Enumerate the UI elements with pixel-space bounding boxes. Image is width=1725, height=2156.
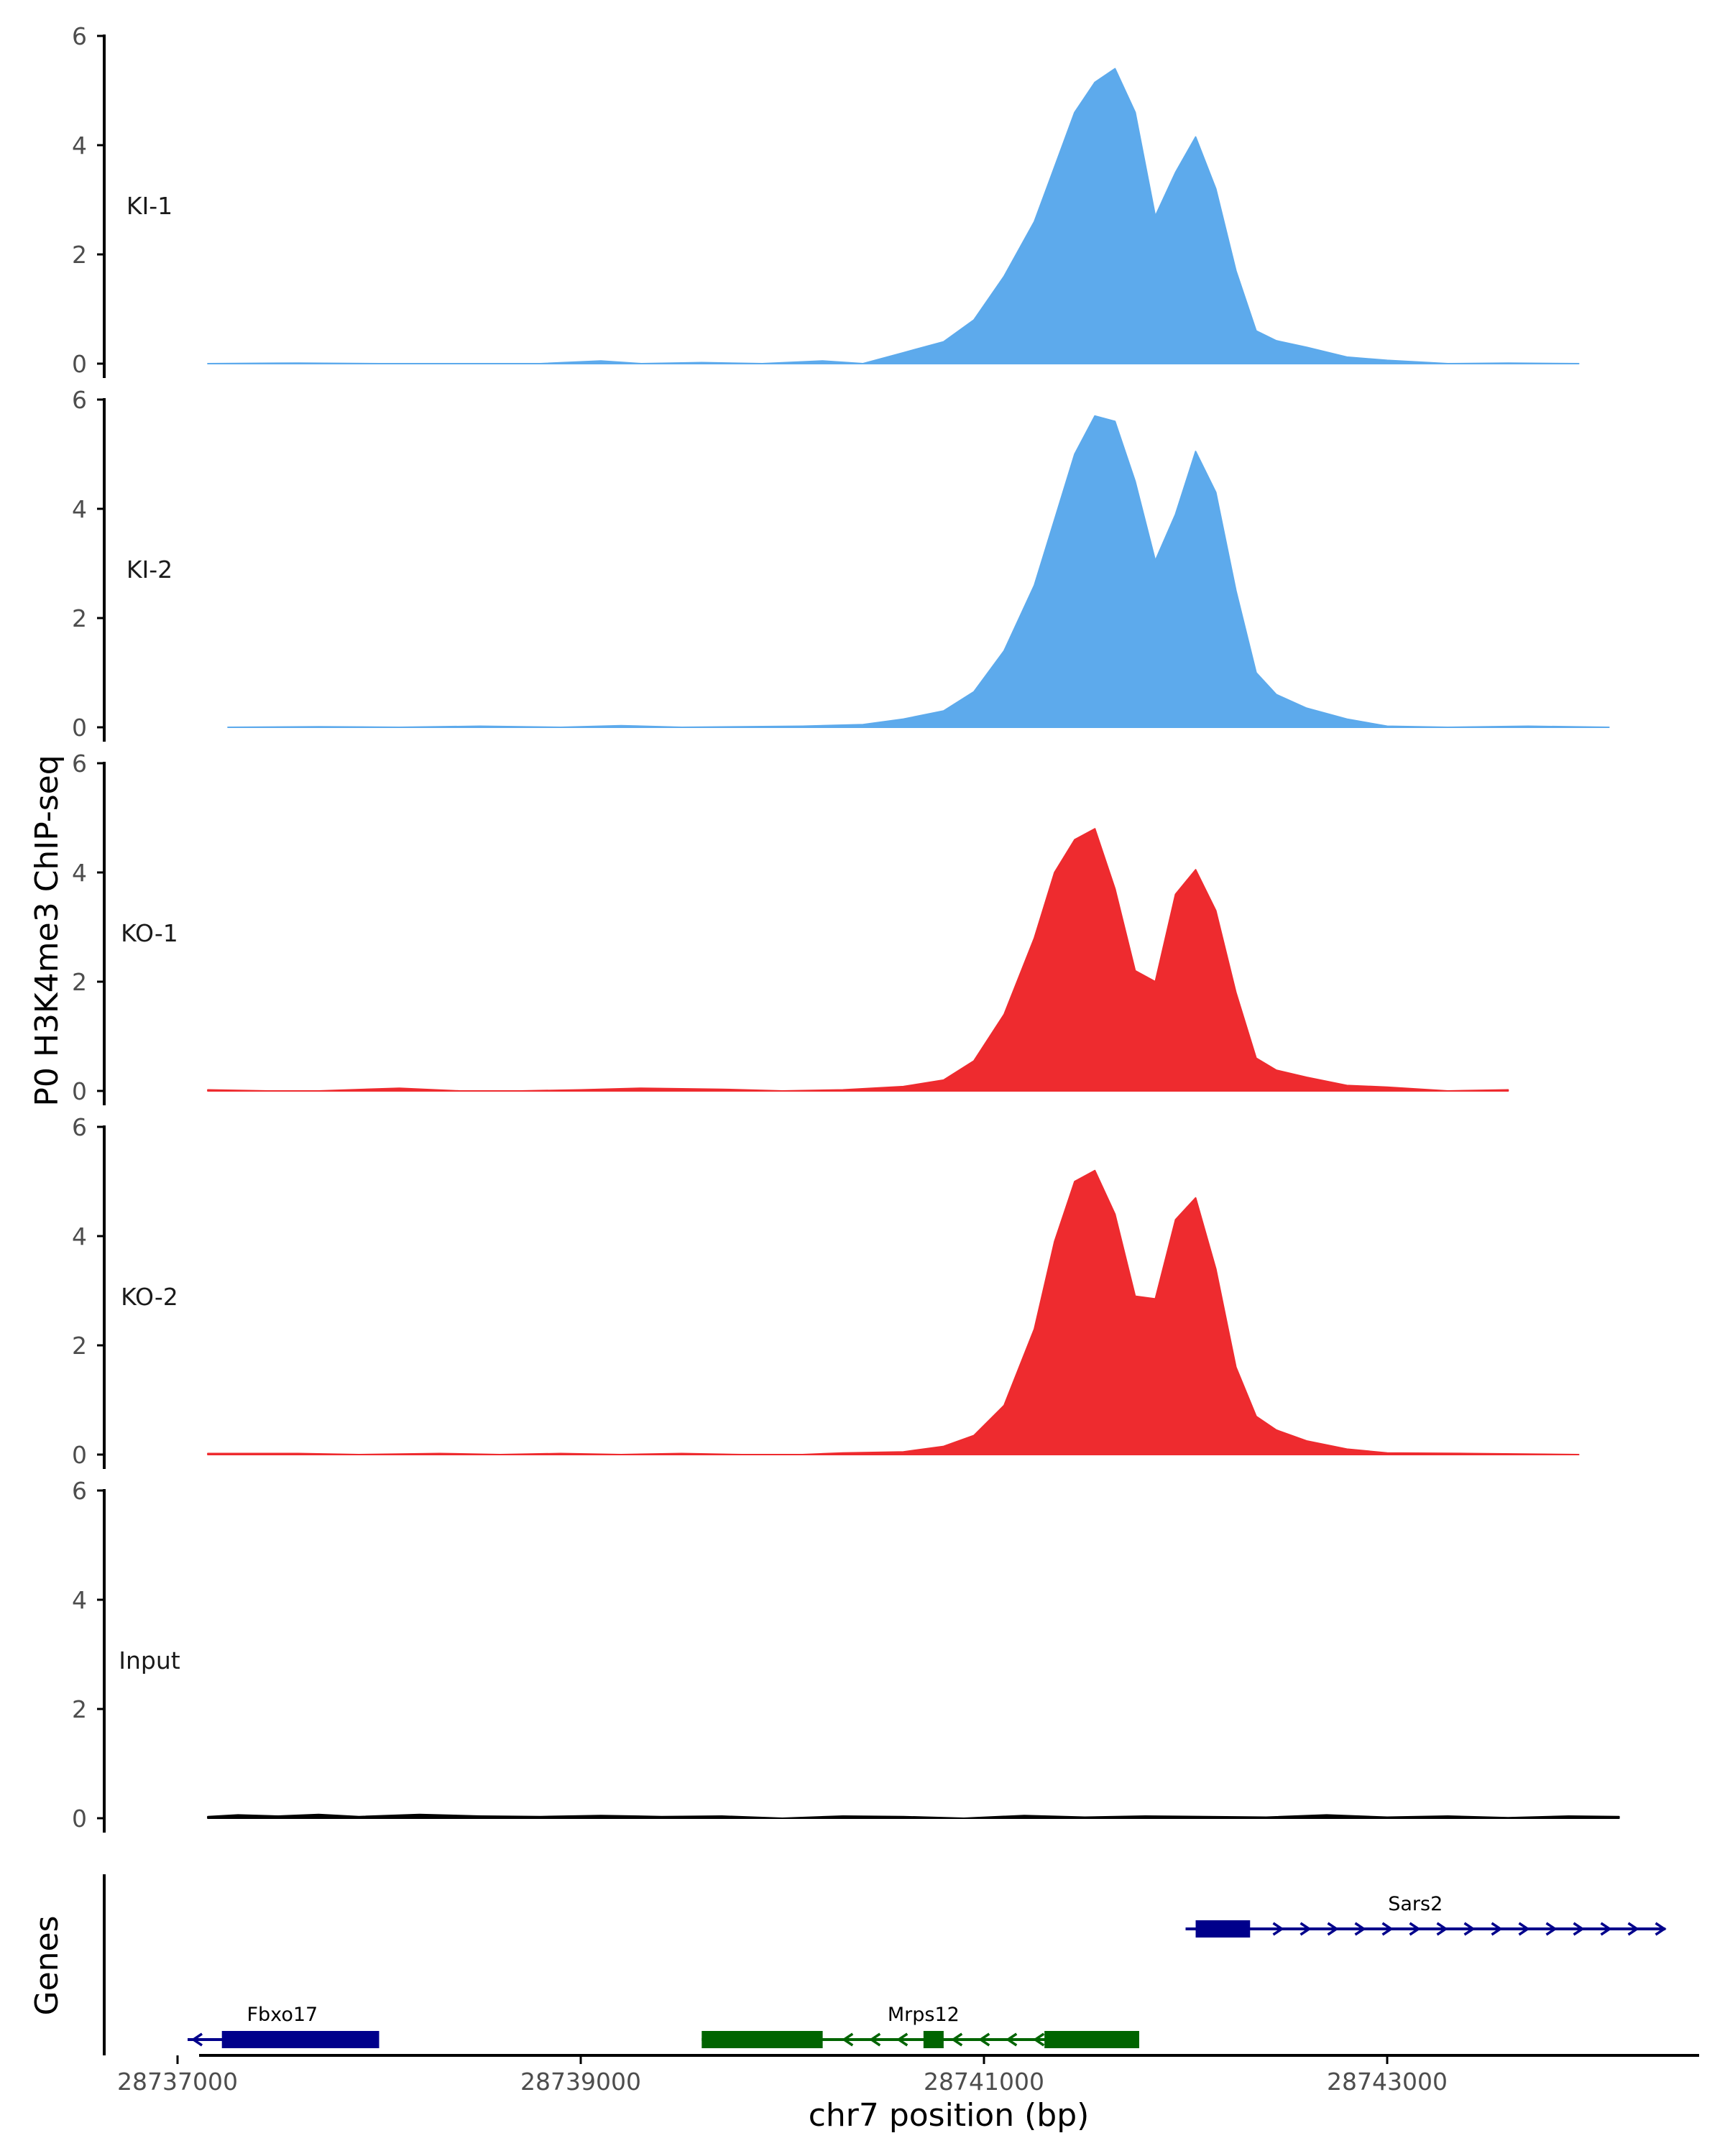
- signal-area: [207, 1169, 1580, 1455]
- y-tick-label: 6: [72, 750, 87, 778]
- y-tick-label: 4: [72, 859, 87, 887]
- signal-area: [207, 1813, 1620, 1819]
- track-label: KI-2: [126, 556, 172, 584]
- x-axis-title: chr7 position (bp): [809, 2097, 1090, 2134]
- strand-arrow-icon: [951, 2032, 963, 2047]
- strand-arrow-icon: [1033, 2032, 1045, 2047]
- strand-arrow-icon: [1354, 1922, 1366, 1936]
- strand-arrow-icon: [1655, 1922, 1667, 1936]
- track-label: Input: [119, 1646, 180, 1674]
- y-tick-label: 2: [72, 604, 87, 632]
- strand-arrow-icon: [1436, 1922, 1448, 1936]
- strand-arrow-icon: [1409, 1922, 1421, 1936]
- y-tick-label: 0: [72, 1077, 87, 1105]
- strand-arrow-icon: [1600, 1922, 1612, 1936]
- strand-arrow-icon: [1300, 1922, 1312, 1936]
- signal-area: [207, 828, 1509, 1092]
- strand-arrow-icon: [1327, 1922, 1339, 1936]
- y-tick-label: 4: [72, 495, 87, 523]
- y-tick-label: 6: [72, 386, 87, 414]
- y-tick-label: 4: [72, 1586, 87, 1614]
- y-tick-label: 2: [72, 968, 87, 996]
- strand-arrow-icon: [1006, 2032, 1018, 2047]
- strand-arrow-icon: [1491, 1922, 1503, 1936]
- y-tick-label: 4: [72, 132, 87, 160]
- strand-arrow-icon: [1627, 1922, 1639, 1936]
- signal-area: [227, 415, 1610, 728]
- gene-exon: [1044, 2031, 1139, 2048]
- track-label: KI-1: [126, 192, 172, 220]
- gene-exon: [1195, 1920, 1251, 1938]
- x-tick-label: 28737000: [117, 2068, 238, 2096]
- strand-arrow-icon: [1381, 1922, 1394, 1936]
- track-label: KO-1: [121, 919, 178, 947]
- track-label: KO-2: [121, 1283, 178, 1311]
- y-tick-label: 6: [72, 1477, 87, 1505]
- track-panel: 0 2 4 6 Input: [72, 1477, 1620, 1833]
- strand-arrow-icon: [896, 2032, 908, 2047]
- y-tick-label: 2: [72, 1332, 87, 1360]
- y-tick-label: 6: [72, 22, 87, 50]
- x-tick-label: 28739000: [520, 2068, 641, 2096]
- gene-exon: [923, 2031, 944, 2048]
- genes-panel-label: Genes: [29, 1915, 65, 2015]
- gene: Fbxo17: [188, 2004, 380, 2048]
- strand-arrow-icon: [190, 2032, 203, 2047]
- strand-arrow-icon: [1545, 1922, 1558, 1936]
- gene-track: Genes Fbxo17 Mrps12 Sars2: [29, 1874, 1667, 2055]
- y-tick-label: 0: [72, 1805, 87, 1833]
- y-tick-label: 6: [72, 1113, 87, 1141]
- strand-arrow-icon: [842, 2032, 854, 2047]
- strand-arrow-icon: [1272, 1922, 1284, 1936]
- signal-area: [207, 68, 1580, 364]
- y-axis-title: P0 H3K4me3 ChIP-seq: [29, 755, 65, 1106]
- y-tick-label: 2: [72, 1695, 87, 1723]
- strand-arrow-icon: [1463, 1922, 1476, 1936]
- strand-arrow-icon: [1573, 1922, 1585, 1936]
- y-tick-label: 4: [72, 1222, 87, 1250]
- signal-tracks: 0 2 4 6 KI-1 0 2 4 6 KI-2 0 2 4 6 KO-1 0 2 4 6 KO-2 0 2 4 6 Inpu…: [72, 22, 1620, 1833]
- x-axis: chr7 position (bp) 28737000 28739000 28741…: [117, 2054, 1699, 2134]
- track-panel: 0 2 4 6 KI-1: [72, 22, 1580, 378]
- track-panel: 0 2 4 6 KI-2: [72, 386, 1610, 742]
- gene: Sars2: [1185, 1893, 1667, 1938]
- gene-exon: [702, 2031, 823, 2048]
- y-tick-label: 0: [72, 714, 87, 742]
- gene-exon: [221, 2031, 380, 2048]
- x-tick-label: 28741000: [924, 2068, 1044, 2096]
- y-tick-label: 2: [72, 241, 87, 269]
- y-tick-label: 0: [72, 1441, 87, 1469]
- strand-arrow-icon: [978, 2032, 990, 2047]
- track-panel: 0 2 4 6 KO-1: [72, 750, 1509, 1105]
- track-panel: 0 2 4 6 KO-2: [72, 1113, 1580, 1469]
- gene-label: Sars2: [1388, 1893, 1443, 1915]
- strand-arrow-icon: [1518, 1922, 1530, 1936]
- y-tick-label: 0: [72, 350, 87, 378]
- strand-arrow-icon: [869, 2032, 881, 2047]
- gene: Mrps12: [702, 2004, 1139, 2048]
- gene-label: Mrps12: [888, 2004, 960, 2026]
- x-tick-label: 28743000: [1327, 2068, 1448, 2096]
- gene-label: Fbxo17: [247, 2004, 318, 2026]
